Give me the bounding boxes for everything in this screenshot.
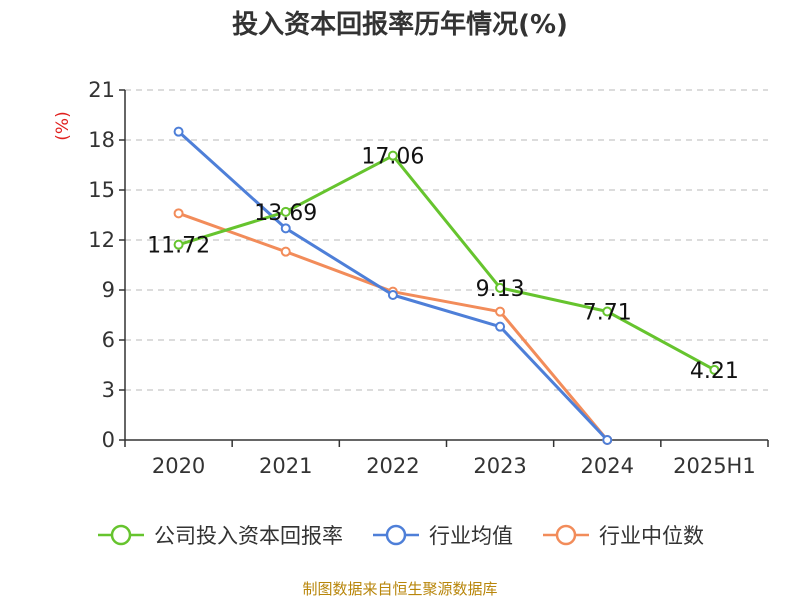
series-line xyxy=(177,130,609,442)
y-tick-label: 9 xyxy=(102,278,115,302)
data-point xyxy=(173,239,184,250)
legend-label-industry-median: 行业中位数 xyxy=(599,524,704,548)
legend-swatch-industry-avg-icon xyxy=(373,524,419,546)
data-label: 17.06 xyxy=(361,145,424,170)
x-tick-label: 2021 xyxy=(259,454,312,478)
y-axis-unit-label: (%) xyxy=(53,111,73,140)
data-point xyxy=(709,364,720,375)
legend-swatch-company-icon xyxy=(98,524,144,546)
legend-marker xyxy=(555,524,577,546)
data-point xyxy=(495,306,506,317)
source-note: 制图数据来自恒生聚源数据库 xyxy=(302,580,498,598)
legend-item-industry-median[interactable]: 行业中位数 xyxy=(541,520,704,550)
data-point xyxy=(602,435,613,445)
chart-title: 投入资本回报率历年情况(%) xyxy=(232,10,568,40)
data-point xyxy=(387,150,398,161)
x-tick-label: 2020 xyxy=(152,454,205,478)
legend: 公司投入资本回报率 行业均值 行业中位数 xyxy=(0,520,800,550)
data-labels: 11.72 13.69 17.06 9.13 7.71 4.21 xyxy=(147,145,739,384)
data-label: 7.71 xyxy=(583,301,632,326)
data-point xyxy=(280,223,291,234)
y-tick-label: 12 xyxy=(88,228,115,252)
data-point xyxy=(495,282,506,293)
x-tick-label: 2025H1 xyxy=(673,454,756,478)
grid-lines xyxy=(125,89,768,391)
y-tick-label: 0 xyxy=(102,428,115,452)
data-point xyxy=(495,321,506,332)
legend-item-industry-avg[interactable]: 行业均值 xyxy=(371,520,513,550)
data-point xyxy=(387,290,398,300)
y-tick-label: 15 xyxy=(88,178,115,202)
x-tick-label: 2022 xyxy=(366,454,419,478)
x-tick-label: 2023 xyxy=(473,454,526,478)
y-tick-label: 6 xyxy=(102,328,115,352)
y-tick-label: 21 xyxy=(88,78,115,102)
data-point xyxy=(280,206,291,217)
y-tick-label: 3 xyxy=(102,378,115,402)
legend-marker xyxy=(110,524,132,546)
data-label: 13.69 xyxy=(254,201,317,226)
series-line xyxy=(178,154,716,372)
axes: 0 3 6 9 12 15 18 21 (%) 2020 2021 2022 2023 2024 2025H… xyxy=(53,78,769,478)
legend-label-company: 公司投入资本回报率 xyxy=(154,524,343,548)
legend-swatch-industry-median-icon xyxy=(543,524,589,546)
data-point xyxy=(602,306,613,317)
series-line xyxy=(178,211,609,441)
data-label: 9.13 xyxy=(476,277,525,302)
legend-label-industry-avg: 行业均值 xyxy=(429,524,513,548)
data-point xyxy=(280,246,291,257)
y-tick-label: 18 xyxy=(88,128,115,152)
legend-item-company[interactable]: 公司投入资本回报率 xyxy=(96,520,343,550)
series xyxy=(173,126,720,445)
x-tick-label: 2024 xyxy=(581,454,634,478)
data-label: 11.72 xyxy=(147,234,210,259)
data-point xyxy=(173,126,184,137)
data-label: 4.21 xyxy=(690,359,739,384)
data-point xyxy=(173,208,184,219)
legend-marker xyxy=(385,524,407,546)
